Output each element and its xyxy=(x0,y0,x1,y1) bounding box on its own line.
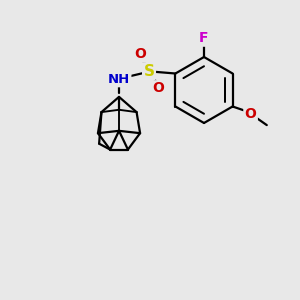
Text: O: O xyxy=(153,82,165,95)
Text: O: O xyxy=(135,47,147,61)
Text: NH: NH xyxy=(108,73,130,86)
Text: O: O xyxy=(244,107,256,121)
Text: S: S xyxy=(143,64,155,79)
Text: F: F xyxy=(199,32,209,45)
